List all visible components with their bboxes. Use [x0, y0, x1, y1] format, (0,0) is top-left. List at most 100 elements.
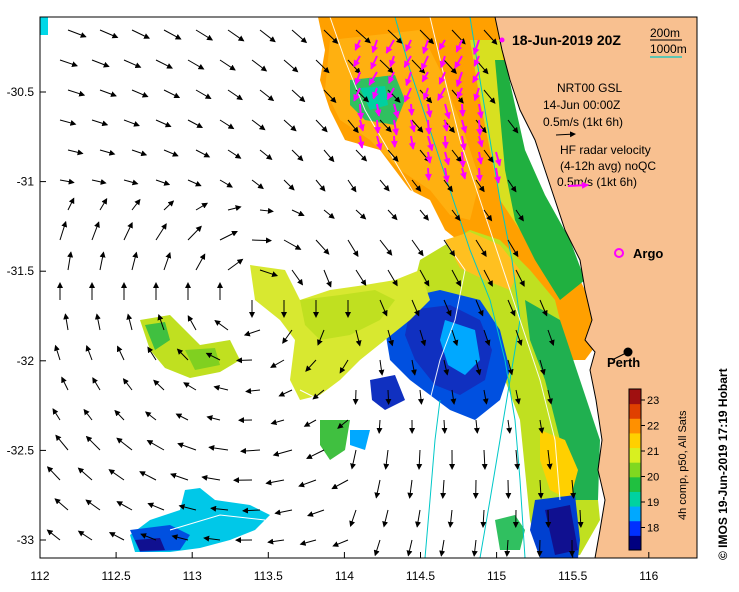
current-vector — [507, 179, 517, 193]
radar-vector — [354, 39, 362, 51]
radar-vector — [374, 119, 381, 134]
current-vector — [61, 376, 69, 391]
current-vector — [195, 149, 211, 158]
radar-vector — [353, 87, 361, 102]
current-vector — [54, 498, 69, 511]
current-vector — [451, 269, 462, 287]
current-vector — [515, 269, 525, 287]
current-vector — [122, 378, 133, 391]
current-vector — [515, 329, 523, 347]
hf-radar-vectors — [353, 39, 502, 184]
current-vector — [195, 89, 212, 100]
current-vector — [471, 539, 478, 557]
plot-frame — [39, 16, 698, 559]
current-vector — [147, 502, 165, 511]
current-vector — [123, 179, 139, 186]
radar-vector — [459, 135, 467, 151]
radar-vector — [390, 135, 398, 148]
model-legend-arrow-icon — [555, 131, 576, 138]
current-vector — [214, 319, 229, 331]
colorbar-swatch — [629, 506, 641, 522]
current-vector — [441, 419, 448, 434]
longitude-axis: 112 112.5 113 113.5 114 114.5 115 115.5 116 — [30, 552, 659, 583]
current-vector — [332, 539, 349, 547]
current-vector — [140, 533, 157, 541]
current-vector — [46, 529, 61, 541]
colorbar: 23 22 21 20 19 18 4h comp, p50, All Sats — [628, 388, 689, 551]
current-vector — [291, 89, 306, 103]
current-vector — [123, 59, 142, 68]
current-vector — [507, 119, 519, 134]
radar-vector — [494, 167, 501, 184]
current-vector — [46, 466, 61, 481]
current-vector — [59, 59, 78, 68]
current-vector — [537, 479, 544, 499]
radar-vector — [371, 39, 379, 54]
current-vector — [77, 467, 93, 481]
current-vector — [203, 535, 221, 542]
colorbar-swatch — [629, 491, 641, 507]
current-vector — [123, 221, 133, 241]
current-vector — [213, 384, 229, 391]
current-vector — [407, 479, 414, 499]
current-vector — [91, 59, 110, 68]
radar-vector — [420, 55, 429, 71]
current-vector — [482, 389, 489, 405]
current-vector — [108, 532, 125, 541]
current-vector — [450, 389, 457, 405]
colorbar-tick-label: 18 — [647, 523, 659, 535]
current-vector — [227, 29, 245, 42]
radar-vector — [439, 55, 447, 69]
current-vector — [131, 89, 149, 98]
current-vector — [283, 119, 297, 132]
current-vector — [259, 89, 275, 102]
lon-tick-label: 116 — [639, 569, 658, 583]
radar-vector — [403, 55, 412, 69]
current-vector — [267, 538, 285, 545]
colorbar-tick-label: 19 — [647, 497, 659, 509]
current-vector — [227, 89, 243, 101]
current-vector — [175, 413, 189, 421]
radar-vector — [476, 103, 484, 119]
radar-vector — [374, 103, 382, 117]
current-vector — [347, 179, 357, 193]
lon-tick-label: 112.5 — [102, 569, 131, 583]
current-vector — [251, 179, 264, 190]
current-vector — [443, 359, 450, 376]
current-vector — [187, 59, 205, 70]
current-vector — [514, 389, 521, 405]
current-vector — [439, 539, 446, 557]
radar-vector — [405, 39, 412, 52]
current-vector — [483, 209, 493, 222]
current-vector — [144, 411, 157, 421]
current-vector — [411, 119, 424, 133]
current-vector — [379, 239, 393, 256]
current-vector — [59, 220, 68, 241]
current-vector — [443, 299, 452, 317]
current-vector — [419, 29, 435, 45]
colorbar-frame — [628, 388, 642, 551]
current-vector — [352, 389, 359, 405]
current-vector — [538, 419, 545, 434]
colorbar-swatch — [629, 462, 641, 478]
title-marker-icon — [499, 37, 505, 43]
current-vector — [382, 509, 389, 528]
radar-vector — [409, 119, 416, 133]
colorbar-swatch — [629, 535, 641, 551]
current-vector — [54, 344, 61, 361]
colorbar-swatch — [629, 520, 641, 536]
current-vector — [99, 197, 108, 211]
current-vector — [312, 389, 325, 400]
model-legend-line3: 0.5m/s (1kt 6h) — [543, 115, 623, 129]
current-vector — [259, 29, 276, 43]
current-vector — [195, 202, 209, 211]
colorbar-tick-label: 23 — [647, 395, 659, 407]
current-vector — [85, 499, 101, 511]
argo-marker-icon — [614, 248, 624, 258]
current-vector — [187, 119, 204, 128]
latitude-axis: -30.5 -31 -31.5 -32 -32.5 -33 — [7, 85, 46, 547]
current-vector — [67, 197, 75, 211]
radar-vector — [368, 71, 378, 86]
current-vector — [547, 329, 555, 346]
current-vector — [447, 509, 454, 528]
